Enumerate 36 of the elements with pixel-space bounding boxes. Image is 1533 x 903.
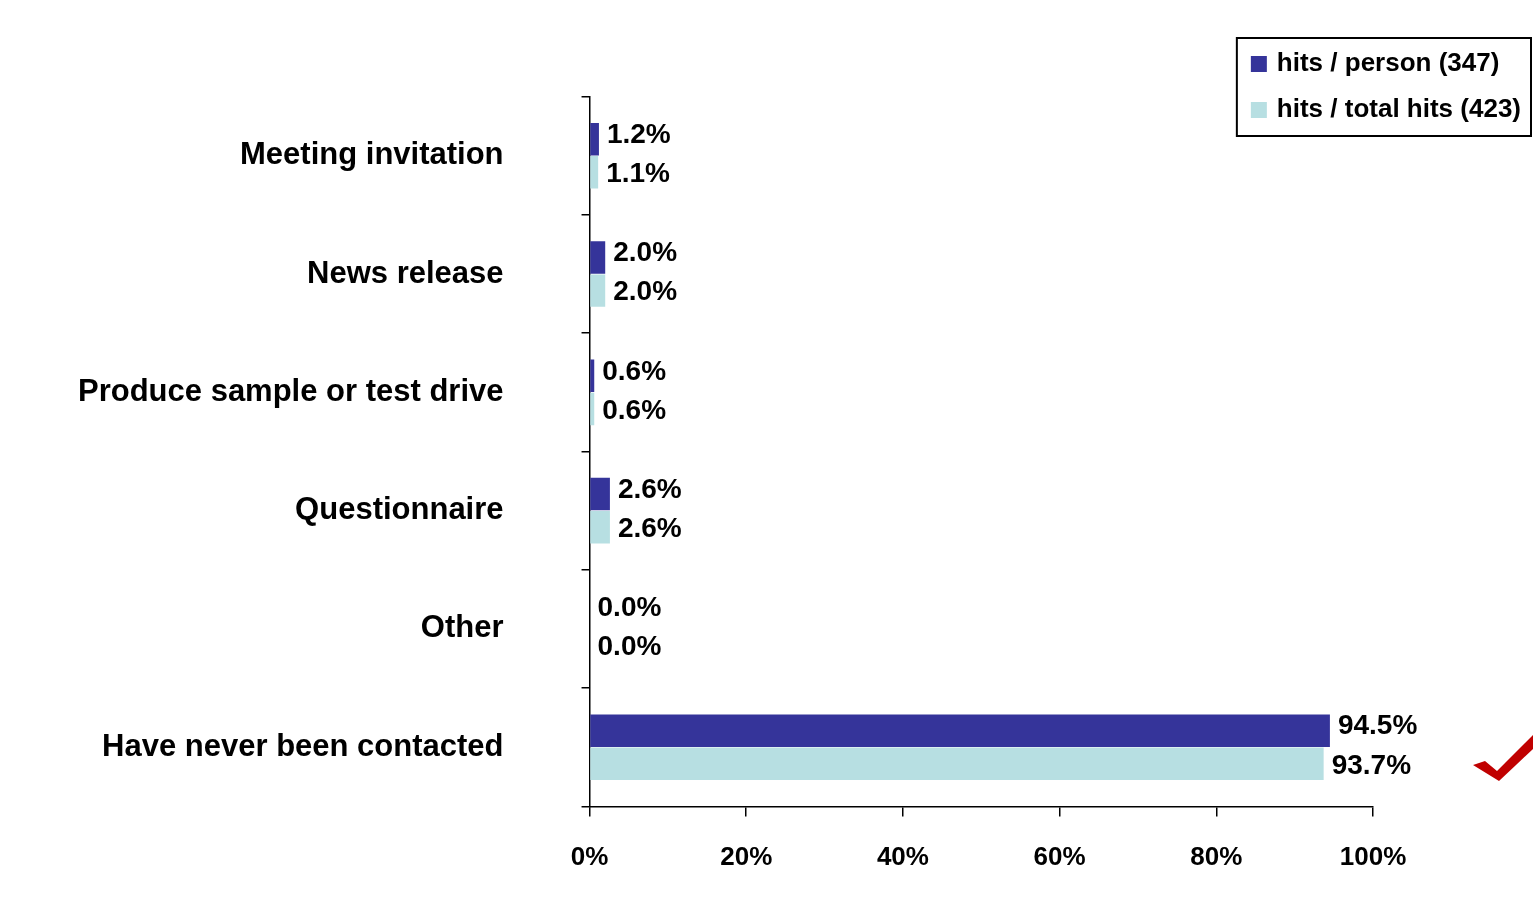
bar bbox=[590, 156, 599, 189]
x-tick-label: 100% bbox=[1339, 841, 1407, 872]
y-tick-label: Produce sample or test drive bbox=[77, 372, 504, 408]
legend-label: hits / person (347) bbox=[1276, 47, 1500, 78]
bar bbox=[590, 274, 606, 307]
data-label: 94.5% bbox=[1337, 709, 1418, 741]
data-label: 93.7% bbox=[1331, 748, 1412, 780]
data-label: 1.2% bbox=[606, 117, 671, 149]
y-tick-label: Questionnaire bbox=[295, 491, 504, 527]
data-label: 2.6% bbox=[617, 511, 682, 543]
data-label: 0.0% bbox=[597, 591, 662, 623]
y-tick-label: Have never been contacted bbox=[102, 727, 504, 763]
bar bbox=[590, 392, 595, 426]
legend-label: hits / total hits (423) bbox=[1276, 93, 1522, 124]
y-tick-label: Meeting invitation bbox=[240, 136, 504, 172]
data-label: 0.0% bbox=[597, 630, 662, 662]
data-label: 2.0% bbox=[613, 236, 678, 268]
data-label: 2.6% bbox=[617, 472, 682, 504]
x-tick-label: 60% bbox=[1033, 841, 1086, 872]
bar bbox=[590, 122, 599, 156]
bar bbox=[590, 714, 1330, 747]
bar bbox=[590, 477, 610, 511]
data-label: 0.6% bbox=[602, 393, 667, 425]
y-tick-label: News release bbox=[307, 254, 504, 290]
bar bbox=[590, 747, 1324, 781]
y-tick-label: Other bbox=[420, 609, 504, 645]
bar bbox=[590, 359, 595, 393]
data-label: 2.0% bbox=[613, 275, 678, 307]
bar bbox=[590, 241, 606, 274]
data-label: 0.6% bbox=[602, 354, 667, 386]
x-tick-label: 80% bbox=[1190, 841, 1243, 872]
data-label: 1.1% bbox=[606, 157, 671, 189]
x-tick-label: 0% bbox=[570, 841, 609, 872]
bar bbox=[590, 510, 610, 544]
x-tick-label: 40% bbox=[876, 841, 929, 872]
x-tick-label: 20% bbox=[720, 841, 773, 872]
